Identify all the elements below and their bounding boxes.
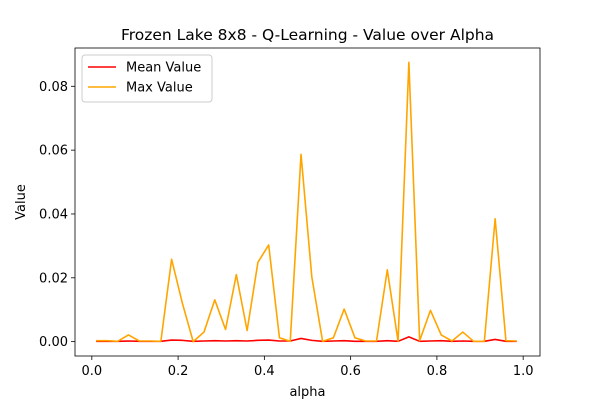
legend-entry-label: Mean Value (126, 61, 201, 76)
y-tick-label: 0.00 (39, 335, 68, 350)
x-tick-label: 1.0 (513, 364, 534, 379)
x-tick-label: 0.6 (340, 364, 361, 379)
x-axis-ticks: 0.0 0.2 0.4 0.6 0.8 1.0 (81, 356, 534, 379)
axes-frame (74, 47, 541, 357)
y-axis-ticks: 0.00 0.02 0.04 0.06 0.08 (39, 80, 75, 350)
legend-entry-label: Max Value (126, 81, 193, 96)
x-tick-label: 0.0 (81, 364, 102, 379)
y-tick-label: 0.06 (39, 144, 68, 159)
y-axis-label: Value (14, 184, 29, 220)
y-tick-label: 0.08 (39, 80, 68, 95)
x-tick-label: 0.8 (427, 364, 448, 379)
series-line-max-value (96, 61, 517, 343)
series-line-mean-value (96, 336, 517, 343)
y-tick-label: 0.02 (39, 271, 68, 286)
x-tick-label: 0.4 (254, 364, 275, 379)
x-tick-label: 0.2 (168, 364, 189, 379)
chart-title: Frozen Lake 8x8 - Q-Learning - Value ove… (121, 26, 494, 44)
y-tick-label: 0.04 (39, 207, 68, 222)
x-axis-label: alpha (289, 385, 325, 400)
series-layer (96, 61, 517, 343)
legend: Mean Value Max Value (81, 54, 213, 103)
